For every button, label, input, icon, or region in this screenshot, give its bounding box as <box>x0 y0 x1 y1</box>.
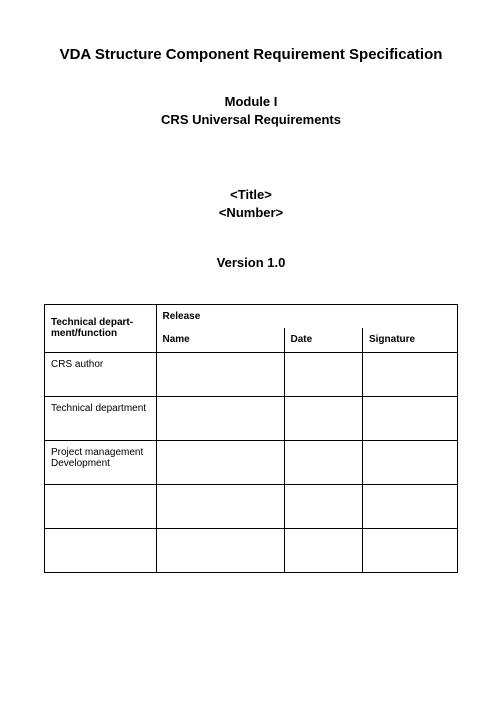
row-signature <box>362 484 457 528</box>
module-heading: Module I CRS Universal Requirements <box>44 93 458 128</box>
header-release: Release <box>156 305 458 329</box>
version-label: Version 1.0 <box>44 255 458 270</box>
table-row: Project managementDevelopment <box>45 440 458 484</box>
placeholder-number: <Number> <box>44 204 458 222</box>
row-date <box>284 396 362 440</box>
table-row <box>45 484 458 528</box>
row-date <box>284 440 362 484</box>
row-date <box>284 484 362 528</box>
row-name <box>156 396 284 440</box>
placeholder-title: <Title> <box>44 186 458 204</box>
document-page: VDA Structure Component Requirement Spec… <box>0 0 502 711</box>
row-signature <box>362 440 457 484</box>
row-label <box>45 484 157 528</box>
row-label: CRS author <box>45 352 157 396</box>
release-table: Technical depart-ment/function Release N… <box>44 304 458 573</box>
table-row: CRS author <box>45 352 458 396</box>
header-date: Date <box>284 328 362 352</box>
table-header-row-1: Technical depart-ment/function Release <box>45 305 458 329</box>
row-name <box>156 484 284 528</box>
row-name <box>156 352 284 396</box>
row-label <box>45 528 157 572</box>
row-date <box>284 528 362 572</box>
row-signature <box>362 396 457 440</box>
row-name <box>156 440 284 484</box>
placeholder-heading: <Title> <Number> <box>44 186 458 221</box>
module-line-1: Module I <box>44 93 458 111</box>
table-row <box>45 528 458 572</box>
row-name <box>156 528 284 572</box>
table-row: Technical department <box>45 396 458 440</box>
row-date <box>284 352 362 396</box>
header-name: Name <box>156 328 284 352</box>
row-label: Project managementDevelopment <box>45 440 157 484</box>
module-line-2: CRS Universal Requirements <box>44 111 458 129</box>
row-label: Technical department <box>45 396 157 440</box>
row-signature <box>362 352 457 396</box>
page-title: VDA Structure Component Requirement Spec… <box>44 46 458 63</box>
row-signature <box>362 528 457 572</box>
header-signature: Signature <box>362 328 457 352</box>
header-left: Technical depart-ment/function <box>45 305 157 353</box>
